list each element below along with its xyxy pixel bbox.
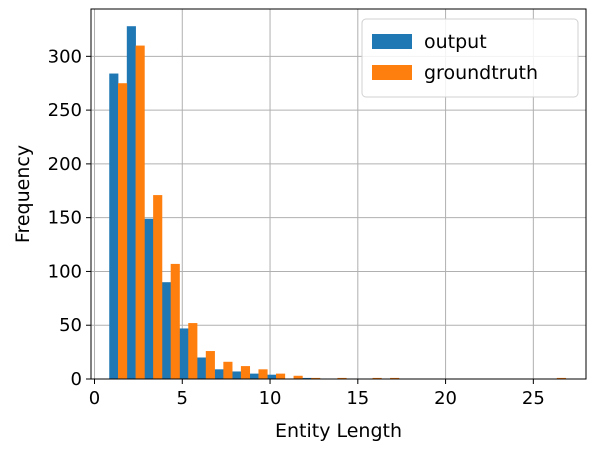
bar-groundtruth <box>337 377 347 379</box>
y-tick-label: 100 <box>48 261 82 282</box>
x-tick-label: 25 <box>522 388 545 409</box>
bar-groundtruth <box>311 377 321 379</box>
plot-frame <box>90 8 587 380</box>
bar-groundtruth <box>188 323 198 379</box>
y-axis-title: Frequency <box>12 145 34 243</box>
bar-groundtruth <box>223 361 233 379</box>
bar-groundtruth <box>170 263 180 379</box>
bar-groundtruth <box>240 366 251 379</box>
y-tick-label: 250 <box>48 100 82 121</box>
x-tick-label: 5 <box>177 388 188 409</box>
bar-output <box>214 369 224 379</box>
x-axis-title: Entity Length <box>275 420 402 442</box>
bar-output <box>126 26 136 380</box>
bar-groundtruth <box>390 377 400 379</box>
bar-output <box>267 374 277 379</box>
y-tick-label: 0 <box>71 369 82 390</box>
x-tick-label: 20 <box>434 388 457 409</box>
bar-output <box>249 373 259 379</box>
legend: output groundtruth <box>361 18 579 98</box>
y-tick-label: 300 <box>48 46 82 67</box>
bar-output <box>179 328 189 379</box>
y-tick-label: 150 <box>48 208 82 229</box>
legend-box <box>361 18 579 98</box>
bar-groundtruth <box>372 377 382 379</box>
x-tick-label: 10 <box>259 388 282 409</box>
bar-output <box>197 357 207 379</box>
bar-groundtruth <box>135 45 145 380</box>
legend-label-groundtruth: groundtruth <box>424 62 538 84</box>
bar-output <box>302 377 312 379</box>
y-tick-label: 50 <box>59 315 82 336</box>
legend-label-output: output <box>424 31 487 53</box>
bar-groundtruth <box>118 83 128 379</box>
bar-groundtruth <box>258 369 268 379</box>
legend-swatch-output <box>372 34 412 49</box>
bar-groundtruth <box>276 373 286 379</box>
x-tick-label: 15 <box>346 388 369 409</box>
bar-output <box>232 371 242 379</box>
bar-groundtruth <box>153 195 163 379</box>
bar-groundtruth <box>205 351 215 379</box>
bar-output <box>109 73 119 379</box>
bar-output <box>144 218 154 379</box>
y-tick-label: 200 <box>48 154 82 175</box>
bar-groundtruth <box>556 377 566 379</box>
histogram-bars <box>109 26 566 380</box>
bar-groundtruth <box>293 375 303 379</box>
x-tick-label: 0 <box>89 388 100 409</box>
legend-swatch-groundtruth <box>372 65 412 80</box>
bar-output <box>161 282 172 379</box>
